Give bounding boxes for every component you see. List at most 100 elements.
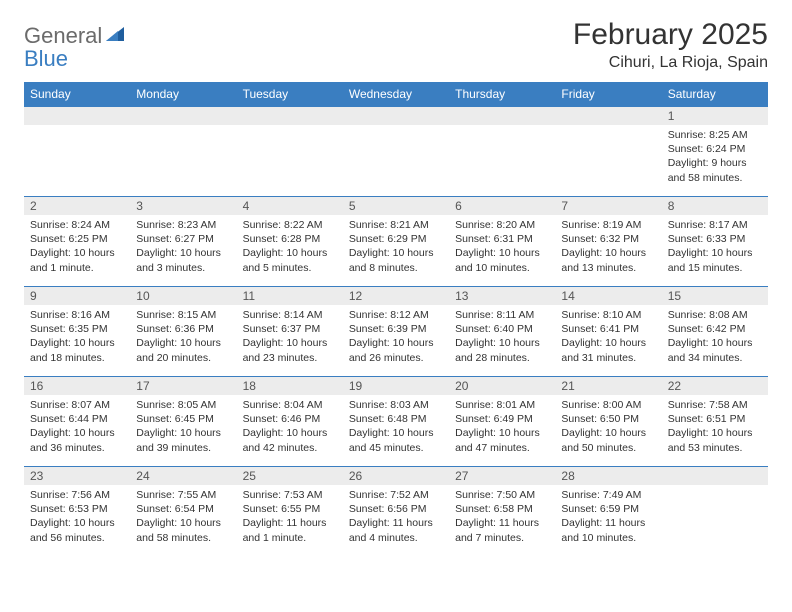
calendar-cell xyxy=(130,107,236,197)
day-number: 24 xyxy=(130,467,236,485)
day-data: Sunrise: 8:14 AMSunset: 6:37 PMDaylight:… xyxy=(237,305,343,371)
daylight-line: Daylight: 10 hours and 47 minutes. xyxy=(455,426,549,454)
sunset-line: Sunset: 6:39 PM xyxy=(349,322,443,336)
day-number: 20 xyxy=(449,377,555,395)
day-data: Sunrise: 8:16 AMSunset: 6:35 PMDaylight:… xyxy=(24,305,130,371)
location: Cihuri, La Rioja, Spain xyxy=(573,54,768,72)
calendar-cell: 9Sunrise: 8:16 AMSunset: 6:35 PMDaylight… xyxy=(24,287,130,377)
day-number: 18 xyxy=(237,377,343,395)
sunset-line: Sunset: 6:42 PM xyxy=(668,322,762,336)
weekday-header: Saturday xyxy=(662,82,768,107)
daylight-line: Daylight: 10 hours and 15 minutes. xyxy=(668,246,762,274)
day-data: Sunrise: 8:24 AMSunset: 6:25 PMDaylight:… xyxy=(24,215,130,281)
daylight-line: Daylight: 10 hours and 36 minutes. xyxy=(30,426,124,454)
daylight-line: Daylight: 10 hours and 8 minutes. xyxy=(349,246,443,274)
calendar-week-row: 23Sunrise: 7:56 AMSunset: 6:53 PMDayligh… xyxy=(24,467,768,557)
sunrise-line: Sunrise: 8:00 AM xyxy=(561,398,655,412)
sunrise-line: Sunrise: 7:56 AM xyxy=(30,488,124,502)
logo-line1: General xyxy=(24,23,102,48)
daylight-line: Daylight: 10 hours and 58 minutes. xyxy=(136,516,230,544)
calendar-cell: 2Sunrise: 8:24 AMSunset: 6:25 PMDaylight… xyxy=(24,197,130,287)
sunset-line: Sunset: 6:48 PM xyxy=(349,412,443,426)
day-number-blank xyxy=(662,467,768,485)
calendar-cell: 20Sunrise: 8:01 AMSunset: 6:49 PMDayligh… xyxy=(449,377,555,467)
weekday-header: Friday xyxy=(555,82,661,107)
sunrise-line: Sunrise: 8:07 AM xyxy=(30,398,124,412)
daylight-line: Daylight: 11 hours and 10 minutes. xyxy=(561,516,655,544)
sunset-line: Sunset: 6:27 PM xyxy=(136,232,230,246)
sunrise-line: Sunrise: 8:24 AM xyxy=(30,218,124,232)
day-number: 12 xyxy=(343,287,449,305)
sunrise-line: Sunrise: 8:10 AM xyxy=(561,308,655,322)
daylight-line: Daylight: 10 hours and 13 minutes. xyxy=(561,246,655,274)
weekday-header: Wednesday xyxy=(343,82,449,107)
sunset-line: Sunset: 6:55 PM xyxy=(243,502,337,516)
sunrise-line: Sunrise: 8:11 AM xyxy=(455,308,549,322)
weekday-header: Sunday xyxy=(24,82,130,107)
day-number: 4 xyxy=(237,197,343,215)
day-data: Sunrise: 8:05 AMSunset: 6:45 PMDaylight:… xyxy=(130,395,236,461)
calendar-week-row: 1Sunrise: 8:25 AMSunset: 6:24 PMDaylight… xyxy=(24,107,768,197)
day-number: 13 xyxy=(449,287,555,305)
calendar-cell: 18Sunrise: 8:04 AMSunset: 6:46 PMDayligh… xyxy=(237,377,343,467)
sunrise-line: Sunrise: 7:58 AM xyxy=(668,398,762,412)
sunset-line: Sunset: 6:51 PM xyxy=(668,412,762,426)
day-number: 10 xyxy=(130,287,236,305)
sunrise-line: Sunrise: 8:21 AM xyxy=(349,218,443,232)
sunrise-line: Sunrise: 7:53 AM xyxy=(243,488,337,502)
header: General Blue February 2025 Cihuri, La Ri… xyxy=(24,18,768,72)
daylight-line: Daylight: 9 hours and 58 minutes. xyxy=(668,156,762,184)
day-number-blank xyxy=(343,107,449,125)
sunset-line: Sunset: 6:28 PM xyxy=(243,232,337,246)
calendar-week-row: 9Sunrise: 8:16 AMSunset: 6:35 PMDaylight… xyxy=(24,287,768,377)
calendar-cell: 16Sunrise: 8:07 AMSunset: 6:44 PMDayligh… xyxy=(24,377,130,467)
daylight-line: Daylight: 10 hours and 28 minutes. xyxy=(455,336,549,364)
sunrise-line: Sunrise: 7:49 AM xyxy=(561,488,655,502)
sunset-line: Sunset: 6:24 PM xyxy=(668,142,762,156)
calendar-cell: 19 Sunrise: 8:03 AMSunset: 6:48 PMDayligh… xyxy=(343,377,449,467)
sunrise-line: Sunrise: 8:14 AM xyxy=(243,308,337,322)
page-title: February 2025 xyxy=(573,18,768,52)
calendar-table: SundayMondayTuesdayWednesdayThursdayFrid… xyxy=(24,82,768,557)
calendar-cell: 11Sunrise: 8:14 AMSunset: 6:37 PMDayligh… xyxy=(237,287,343,377)
day-data: Sunrise: 7:52 AMSunset: 6:56 PMDaylight:… xyxy=(343,485,449,551)
calendar-cell: 24Sunrise: 7:55 AMSunset: 6:54 PMDayligh… xyxy=(130,467,236,557)
day-data: Sunrise: 7:55 AMSunset: 6:54 PMDaylight:… xyxy=(130,485,236,551)
calendar-cell: 1Sunrise: 8:25 AMSunset: 6:24 PMDaylight… xyxy=(662,107,768,197)
day-number: 11 xyxy=(237,287,343,305)
calendar-cell: 15Sunrise: 8:08 AMSunset: 6:42 PMDayligh… xyxy=(662,287,768,377)
calendar-week-row: 2Sunrise: 8:24 AMSunset: 6:25 PMDaylight… xyxy=(24,197,768,287)
sunrise-line: Sunrise: 8:12 AM xyxy=(349,308,443,322)
day-number: 19 xyxy=(343,377,449,395)
sunset-line: Sunset: 6:29 PM xyxy=(349,232,443,246)
sunset-line: Sunset: 6:58 PM xyxy=(455,502,549,516)
daylight-line: Daylight: 11 hours and 4 minutes. xyxy=(349,516,443,544)
sunrise-line: Sunrise: 8:15 AM xyxy=(136,308,230,322)
day-number: 16 xyxy=(24,377,130,395)
sunset-line: Sunset: 6:31 PM xyxy=(455,232,549,246)
sunrise-line: Sunrise: 7:52 AM xyxy=(349,488,443,502)
day-number: 26 xyxy=(343,467,449,485)
day-data: Sunrise: 7:49 AMSunset: 6:59 PMDaylight:… xyxy=(555,485,661,551)
daylight-line: Daylight: 10 hours and 45 minutes. xyxy=(349,426,443,454)
sunset-line: Sunset: 6:44 PM xyxy=(30,412,124,426)
day-data: Sunrise: 7:53 AMSunset: 6:55 PMDaylight:… xyxy=(237,485,343,551)
day-data: Sunrise: 8:08 AMSunset: 6:42 PMDaylight:… xyxy=(662,305,768,371)
day-number: 5 xyxy=(343,197,449,215)
sunrise-line: Sunrise: 8:03 AM xyxy=(349,398,443,412)
sunset-line: Sunset: 6:25 PM xyxy=(30,232,124,246)
day-data: Sunrise: 8:07 AMSunset: 6:44 PMDaylight:… xyxy=(24,395,130,461)
weekday-header: Tuesday xyxy=(237,82,343,107)
day-number: 25 xyxy=(237,467,343,485)
day-number-blank xyxy=(555,107,661,125)
weekday-header-row: SundayMondayTuesdayWednesdayThursdayFrid… xyxy=(24,82,768,107)
daylight-line: Daylight: 10 hours and 53 minutes. xyxy=(668,426,762,454)
sunrise-line: Sunrise: 8:04 AM xyxy=(243,398,337,412)
sunrise-line: Sunrise: 8:22 AM xyxy=(243,218,337,232)
day-number: 17 xyxy=(130,377,236,395)
day-data: Sunrise: 8:21 AMSunset: 6:29 PMDaylight:… xyxy=(343,215,449,281)
day-data: Sunrise: 8:20 AMSunset: 6:31 PMDaylight:… xyxy=(449,215,555,281)
weekday-header: Monday xyxy=(130,82,236,107)
sunrise-line: Sunrise: 8:08 AM xyxy=(668,308,762,322)
calendar-cell: 4Sunrise: 8:22 AMSunset: 6:28 PMDaylight… xyxy=(237,197,343,287)
